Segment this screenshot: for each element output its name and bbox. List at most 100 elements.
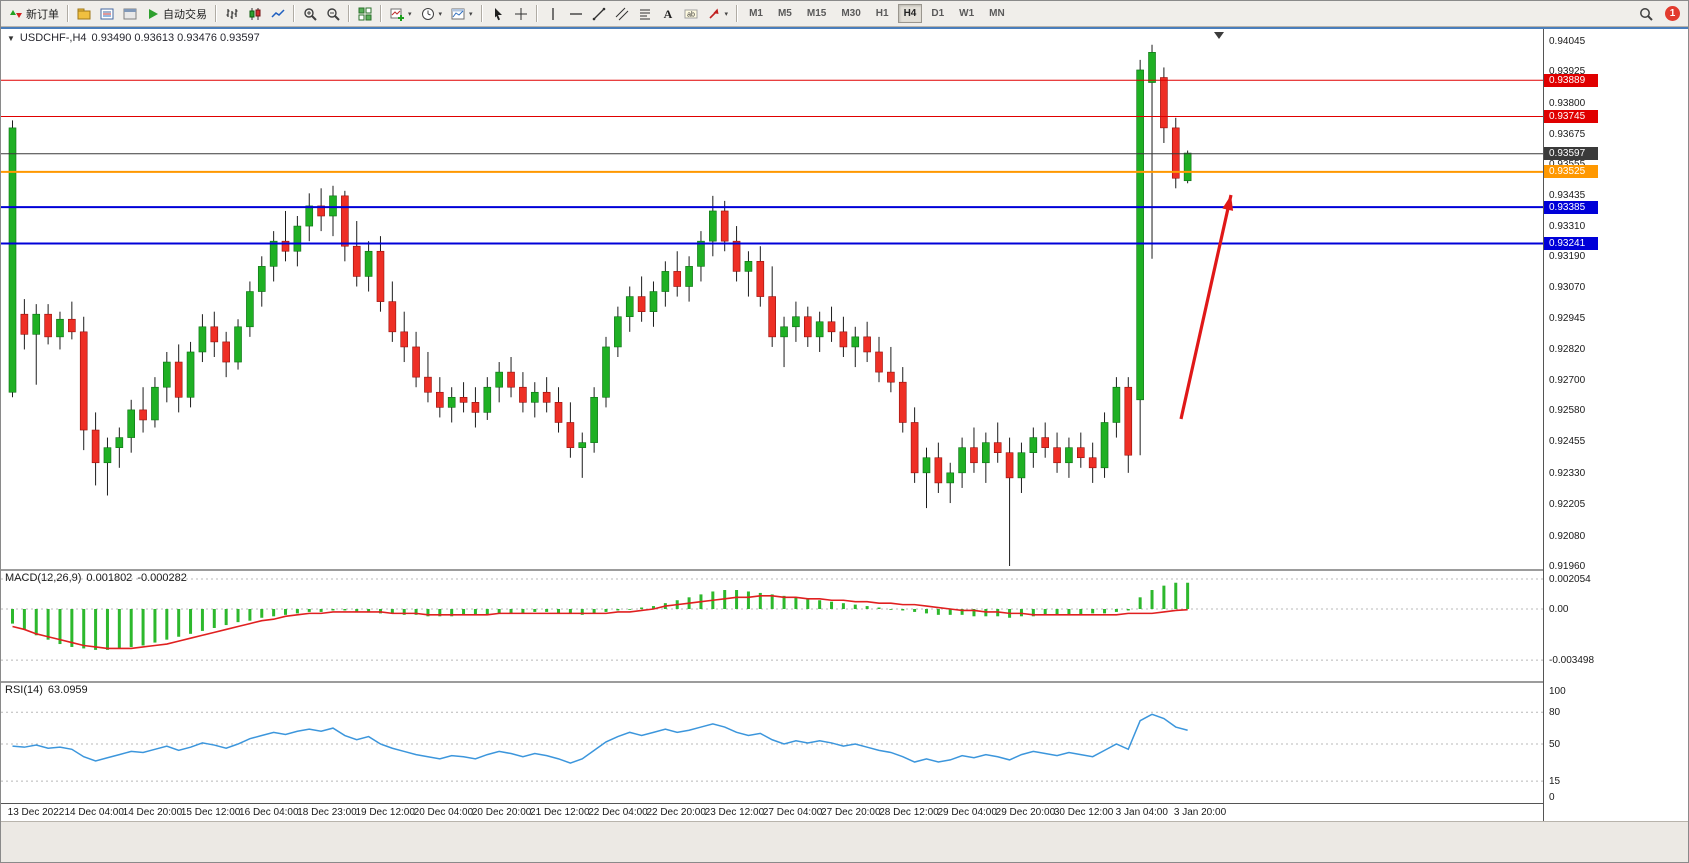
candle: [305, 193, 314, 242]
time-axis-label: 29 Dec 04:00: [937, 807, 997, 818]
price-scale-label: 0.93310: [1549, 221, 1586, 233]
panel-splitter-macd[interactable]: [1, 569, 1688, 571]
candle: [827, 306, 836, 342]
toolbar-button-market-watch[interactable]: [96, 2, 118, 25]
candle: [732, 226, 741, 282]
toolbar-button-profiles[interactable]: [73, 2, 95, 25]
candle: [1160, 67, 1168, 143]
candle: [780, 316, 788, 368]
toolbar-separator: [348, 5, 350, 22]
price-scale-label: 0.93925: [1549, 66, 1586, 78]
toolbar-button-crosshair[interactable]: [510, 2, 532, 25]
timeframe-button-D1[interactable]: D1: [931, 8, 945, 19]
macd-signal-line: [12, 595, 1188, 650]
price-tag: 0.93889: [1544, 73, 1598, 87]
toolbar-button-vertical-line[interactable]: [542, 2, 564, 25]
chart-shift-marker[interactable]: [1214, 32, 1224, 39]
bar-chart-icon: [225, 7, 239, 21]
v-line-icon: [546, 7, 560, 21]
price-scale-label: 0.93555: [1549, 159, 1585, 170]
time-axis-label: 29 Dec 20:00: [995, 807, 1056, 818]
candle: [329, 185, 337, 237]
candle: [210, 311, 219, 358]
search-button[interactable]: [1635, 2, 1657, 25]
price-tag: 0.93385: [1544, 200, 1598, 214]
caret-down-icon: ▾: [724, 10, 729, 18]
toolbar-button-zoom-in[interactable]: [299, 2, 321, 25]
macd-panel[interactable]: MACD(12,26,9) 0.001802 -0.000282: [1, 571, 1543, 681]
time-axis[interactable]: 13 Dec 2022 14 Dec 04:00 14 Dec 20:00 15 De…: [1, 803, 1543, 822]
time-axis-label: 14 Dec 04:00: [64, 807, 124, 818]
toolbar-button-tile-windows[interactable]: [354, 2, 376, 25]
caret-down-icon: ▾: [438, 10, 443, 18]
rsi-panel[interactable]: RSI(14) 63.0959: [1, 683, 1543, 803]
toolbar-button-periods[interactable]: ▾: [417, 2, 447, 25]
timeframe-button-MN[interactable]: MN: [989, 8, 1005, 19]
time-axis-label: 3 Jan 20:00: [1173, 807, 1227, 818]
price-scale[interactable]: 0.94045 0.93925 0.93800 0.93675 0.93555 0.934…: [1543, 29, 1688, 821]
candle: [507, 357, 515, 398]
svg-text:ab: ab: [687, 11, 695, 18]
data-window-icon: [123, 7, 137, 21]
toolbar-button-horizontal-line[interactable]: [565, 2, 587, 25]
time-axis-label: 21 Dec 12:00: [530, 807, 590, 818]
candle: [542, 377, 551, 413]
toolbar-button-candle-chart-mode[interactable]: [244, 2, 266, 25]
notification-badge[interactable]: 1: [1665, 6, 1680, 21]
candle: [483, 377, 492, 420]
candle: [993, 422, 1002, 463]
toolbar-button-new-order[interactable]: 新订单: [5, 2, 63, 25]
toolbar-button-new-chart[interactable]: ▾: [386, 2, 416, 25]
rsi-scale-label: 15: [1549, 776, 1561, 788]
timeframe-button-M5[interactable]: M5: [777, 8, 792, 19]
fibonacci-icon: [638, 7, 652, 21]
timeframe-button-M15[interactable]: M15: [806, 8, 827, 19]
timeframe-button-M30[interactable]: M30: [841, 8, 861, 19]
time-axis-label: 23 Dec 12:00: [704, 807, 765, 818]
candle: [768, 266, 776, 347]
toolbar-button-equidistant-channel[interactable]: [611, 2, 633, 25]
candle: [341, 190, 349, 262]
timeframe-button-W1[interactable]: W1: [959, 8, 975, 19]
toolbar-button-data-window[interactable]: [119, 2, 141, 25]
candle: [863, 321, 871, 363]
zoom-in-icon: [303, 7, 317, 21]
timeframe-button-H1[interactable]: H1: [875, 8, 889, 19]
candle: [56, 311, 64, 350]
text-icon: A: [661, 7, 675, 21]
timeframe-button-M1[interactable]: M1: [749, 8, 763, 19]
time-axis-label: 20 Dec 20:00: [471, 807, 532, 818]
toolbar-button-cursor[interactable]: [487, 2, 509, 25]
candle: [281, 210, 290, 262]
toolbar-button-line-chart-mode[interactable]: [267, 2, 289, 25]
toolbar-button-trendline[interactable]: [588, 2, 610, 25]
price-scale-label: 0.92080: [1549, 530, 1586, 542]
macd-scale-label: 0.00: [1549, 604, 1569, 615]
toolbar-button-auto-trading[interactable]: 自动交易: [142, 2, 211, 25]
price-scale-label: 0.93190: [1549, 251, 1586, 263]
toolbar-button-fibonacci[interactable]: [634, 2, 656, 25]
toolbar-button-text-label[interactable]: ab: [680, 2, 702, 25]
candle-chart-icon: [248, 7, 262, 21]
toolbar-button-arrows[interactable]: ▾: [703, 2, 733, 25]
chart-dropdown-icon[interactable]: ▼: [7, 33, 15, 43]
time-axis-label: 28 Dec 12:00: [879, 807, 939, 818]
main-chart[interactable]: ▼ USDCHF-,H4 0.93490 0.93613 0.93476 0.9…: [1, 29, 1543, 569]
panel-splitter-rsi[interactable]: [1, 681, 1688, 683]
price-scale-label: 0.92945: [1549, 312, 1586, 324]
candle: [364, 241, 373, 292]
candle: [803, 306, 812, 347]
candle: [198, 314, 207, 363]
timeframe-button-H4[interactable]: H4: [897, 4, 923, 23]
candle: [590, 387, 598, 453]
candle: [946, 462, 955, 504]
arrow-annotation[interactable]: [1179, 194, 1233, 420]
toolbar-button-text[interactable]: A: [657, 2, 679, 25]
toolbar-button-zoom-out[interactable]: [322, 2, 344, 25]
caret-down-icon: ▾: [469, 10, 473, 18]
candle: [673, 251, 682, 297]
candle: [898, 367, 907, 433]
arrows-icon: [707, 7, 721, 21]
toolbar-button-templates[interactable]: ▾: [447, 2, 477, 25]
toolbar-button-bar-chart-mode[interactable]: [221, 2, 243, 25]
